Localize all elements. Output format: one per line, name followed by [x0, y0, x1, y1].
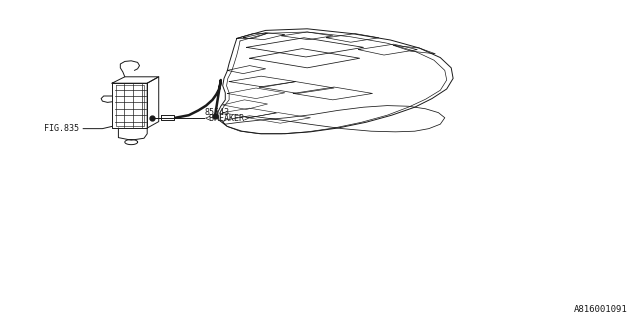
Text: 85543: 85543: [205, 108, 230, 117]
Text: A816001091: A816001091: [573, 305, 627, 314]
Text: <BREAKER>: <BREAKER>: [205, 114, 250, 123]
Text: FIG.835: FIG.835: [44, 124, 79, 133]
